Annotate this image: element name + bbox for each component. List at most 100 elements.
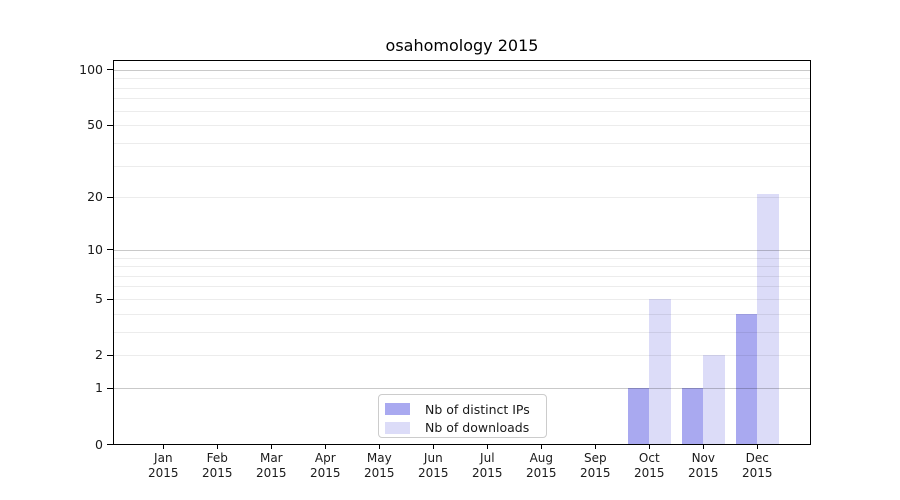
month-name: Jan (154, 451, 173, 465)
month-year: 2015 (418, 466, 449, 480)
gridline-minor-6 (114, 286, 810, 288)
x-tick-label-jul-2015: Jul 2015 (459, 451, 515, 481)
x-tick-label-mar-2015: Mar 2015 (243, 451, 299, 481)
gridline-minor-90 (114, 78, 810, 80)
y-tick-10 (107, 249, 113, 251)
month-year: 2015 (472, 466, 503, 480)
x-tick-label-apr-2015: Apr 2015 (297, 451, 353, 481)
month-name: Jul (480, 451, 495, 465)
legend-label-distinct-ips: Nb of distinct IPs (425, 401, 530, 417)
x-tick-sep-2015 (594, 445, 596, 449)
gridline-minor-7 (114, 275, 810, 277)
month-year: 2015 (148, 466, 179, 480)
month-year: 2015 (742, 466, 773, 480)
y-tick-label-5: 5 (95, 291, 103, 306)
y-tick-label-2: 2 (95, 347, 103, 363)
legend-swatch-downloads (385, 421, 410, 434)
y-tick-0 (107, 444, 113, 445)
month-name: Aug (529, 451, 554, 465)
y-tick-label-10: 10 (87, 241, 103, 257)
month-name: Nov (691, 451, 715, 465)
bar-nb-of-distinct-ips-dec-2015 (735, 313, 758, 445)
bar-nb-of-downloads-dec-2015 (757, 193, 779, 445)
legend-entry-downloads: Nb of downloads (385, 419, 546, 438)
bar-nb-of-downloads-nov-2015 (703, 355, 725, 445)
gridline-minor-40 (114, 142, 810, 144)
gridline-minor-5 (114, 299, 810, 300)
month-name: Apr (314, 451, 336, 465)
y-tick-50 (107, 124, 113, 126)
bar-nb-of-distinct-ips-oct-2015 (627, 388, 650, 445)
y-tick-label-20: 20 (87, 189, 103, 205)
x-tick-label-jun-2015: Jun 2015 (405, 451, 461, 481)
gridline-major-10 (114, 249, 810, 251)
y-tick-label-100: 100 (79, 61, 103, 77)
x-tick-dec-2015 (756, 445, 758, 449)
x-tick-mar-2015 (270, 445, 272, 449)
gridline-minor-70 (114, 98, 810, 100)
x-tick-aug-2015 (540, 445, 542, 449)
month-name: Feb (206, 451, 228, 465)
x-tick-jul-2015 (486, 445, 488, 449)
gridline-major-100 (114, 69, 810, 71)
month-name: Mar (259, 451, 283, 465)
x-tick-oct-2015 (648, 445, 650, 449)
gridline-minor-80 (114, 87, 810, 89)
legend-swatch-distinct-ips (385, 403, 410, 416)
y-tick-20 (107, 196, 113, 198)
month-year: 2015 (256, 466, 287, 480)
gridline-minor-4 (114, 313, 810, 315)
month-name: Jun (423, 451, 443, 465)
legend-entry-distinct-ips: Nb of distinct IPs (385, 400, 546, 419)
y-tick-label-1: 1 (95, 380, 103, 396)
month-year: 2015 (202, 466, 233, 480)
x-tick-nov-2015 (702, 445, 704, 449)
month-year: 2015 (526, 466, 557, 480)
y-tick-1 (107, 387, 113, 389)
month-name: Sep (583, 451, 607, 465)
month-name: Dec (745, 451, 769, 465)
x-tick-label-sep-2015: Sep 2015 (567, 451, 623, 481)
y-tick-5 (107, 298, 113, 300)
x-tick-label-nov-2015: Nov 2015 (675, 451, 731, 481)
gridline-major-1 (114, 388, 810, 390)
month-year: 2015 (310, 466, 341, 480)
bar-nb-of-distinct-ips-nov-2015 (681, 388, 704, 445)
legend-label-downloads: Nb of downloads (425, 420, 530, 436)
chart-title: osahomology 2015 (385, 36, 539, 55)
gridline-minor-8 (114, 266, 810, 268)
gridline-minor-9 (114, 257, 810, 259)
month-year: 2015 (634, 466, 665, 480)
y-tick-100 (107, 69, 113, 71)
x-tick-jun-2015 (432, 445, 434, 449)
x-tick-jan-2015 (162, 445, 164, 449)
month-year: 2015 (580, 466, 611, 480)
x-tick-label-jan-2015: Jan 2015 (135, 451, 191, 481)
x-tick-may-2015 (378, 445, 380, 449)
gridline-minor-50 (114, 125, 810, 127)
gridline-minor-60 (114, 110, 810, 112)
x-tick-feb-2015 (216, 445, 218, 449)
gridline-minor-3 (114, 331, 810, 333)
month-year: 2015 (688, 466, 719, 480)
x-tick-apr-2015 (324, 445, 326, 449)
x-tick-label-dec-2015: Dec 2015 (729, 451, 785, 481)
y-tick-2 (107, 354, 113, 356)
legend: Nb of distinct IPs Nb of downloads (378, 394, 547, 438)
x-tick-label-may-2015: May 2015 (351, 451, 407, 481)
month-name: Oct (638, 451, 660, 465)
x-tick-label-feb-2015: Feb 2015 (189, 451, 245, 481)
y-tick-label-50: 50 (87, 117, 103, 133)
month-year: 2015 (364, 466, 395, 480)
x-tick-label-oct-2015: Oct 2015 (621, 451, 677, 481)
gridline-minor-2 (114, 355, 810, 357)
bar-nb-of-downloads-oct-2015 (649, 299, 671, 445)
x-tick-label-aug-2015: Aug 2015 (513, 451, 569, 481)
gridline-minor-20 (114, 197, 810, 199)
y-tick-label-0: 0 (95, 436, 103, 452)
month-name: May (366, 451, 392, 465)
